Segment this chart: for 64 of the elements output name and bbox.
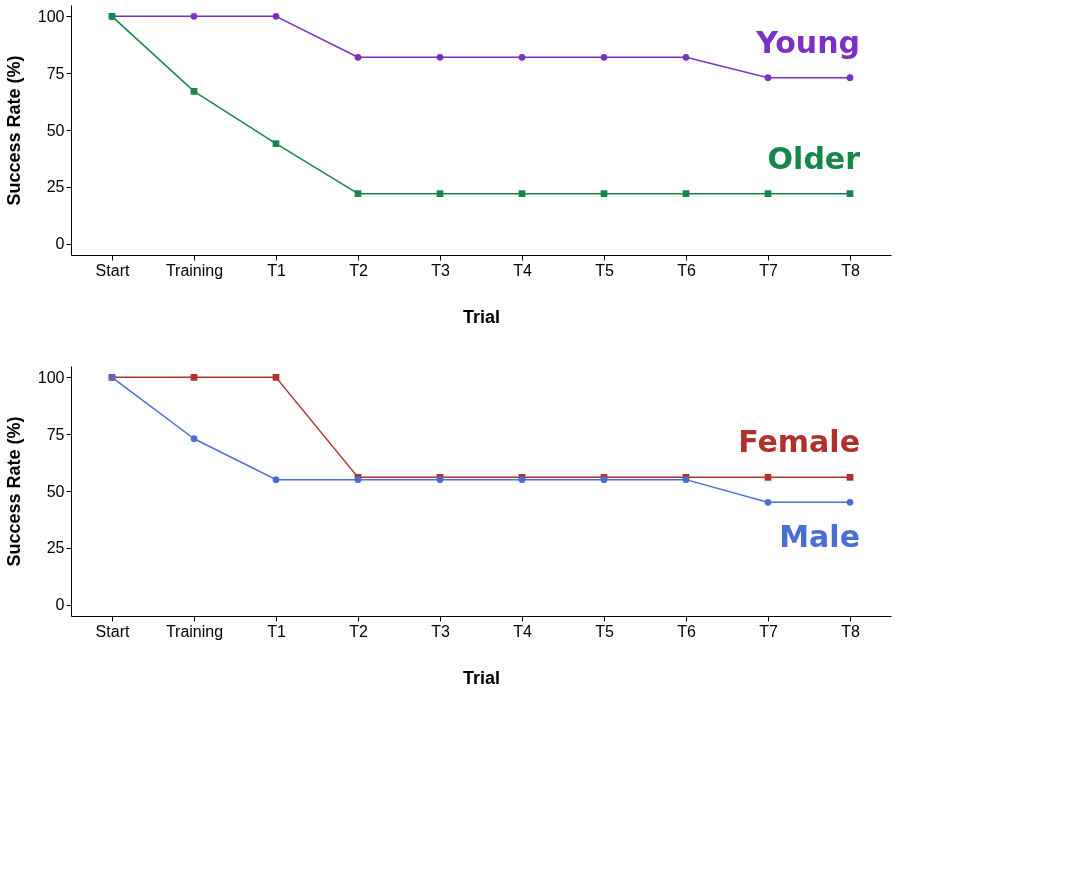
point (436, 53, 444, 61)
x-tick-label: T7 (759, 622, 778, 640)
x-tick-label: T1 (267, 261, 286, 279)
series-label: Female (738, 424, 860, 460)
x-tick-label: T3 (431, 261, 450, 279)
x-tick-label: Training (165, 622, 224, 640)
y-tick-label: 50 (46, 121, 65, 139)
point (272, 476, 280, 483)
point (518, 53, 526, 61)
x-tick-label: T7 (759, 261, 778, 279)
x-tick-label: T3 (431, 622, 450, 640)
x-tick-label: T5 (595, 622, 614, 640)
y-tick-label: 0 (55, 596, 65, 614)
y-tick-label: 25 (46, 539, 65, 557)
x-tick-label: T2 (349, 622, 368, 640)
x-tick-label: T4 (513, 261, 532, 279)
x-tick-label: T8 (841, 261, 860, 279)
x-tick-label: Training (165, 261, 224, 279)
y-tick-label: 75 (46, 64, 65, 82)
x-tick-label: T4 (513, 622, 532, 640)
point (272, 374, 280, 381)
point (764, 190, 772, 197)
point (764, 474, 772, 481)
point (354, 190, 362, 197)
x-tick-label: Start (95, 261, 130, 279)
series-label: Older (767, 140, 861, 176)
y-axis-title: Success Rate (%) (3, 55, 24, 206)
point (190, 13, 198, 20)
y-tick-label: 25 (46, 178, 65, 196)
point (190, 374, 198, 381)
point (846, 190, 854, 197)
y-tick-label: 0 (55, 235, 65, 253)
point (272, 140, 280, 147)
point (600, 53, 608, 61)
y-tick-label: 50 (46, 482, 65, 500)
y-tick-label: 75 (46, 425, 65, 443)
point (846, 74, 854, 82)
point (846, 499, 854, 506)
x-tick-label: T5 (595, 261, 614, 279)
series-label: Male (779, 519, 860, 555)
point (764, 499, 772, 506)
point (354, 53, 362, 61)
y-tick-label: 100 (37, 368, 65, 386)
x-axis-title: Trial (462, 306, 501, 327)
point (518, 190, 526, 197)
x-tick-label: T2 (349, 261, 368, 279)
point (846, 474, 854, 481)
y-axis-title: Success Rate (%) (3, 416, 24, 567)
x-tick-label: Start (95, 622, 130, 640)
point (436, 190, 444, 197)
x-tick-label: T6 (677, 261, 696, 279)
y-tick-label: 100 (37, 7, 65, 25)
x-tick-label: T8 (841, 622, 860, 640)
point (272, 13, 280, 20)
point (190, 88, 198, 95)
point (764, 74, 772, 82)
point (600, 190, 608, 197)
x-axis-title: Trial (462, 667, 501, 688)
x-tick-label: T1 (267, 622, 286, 640)
point (682, 190, 690, 197)
series-label: Young (755, 24, 860, 60)
point (190, 435, 198, 443)
point (682, 53, 690, 61)
x-tick-label: T6 (677, 622, 696, 640)
